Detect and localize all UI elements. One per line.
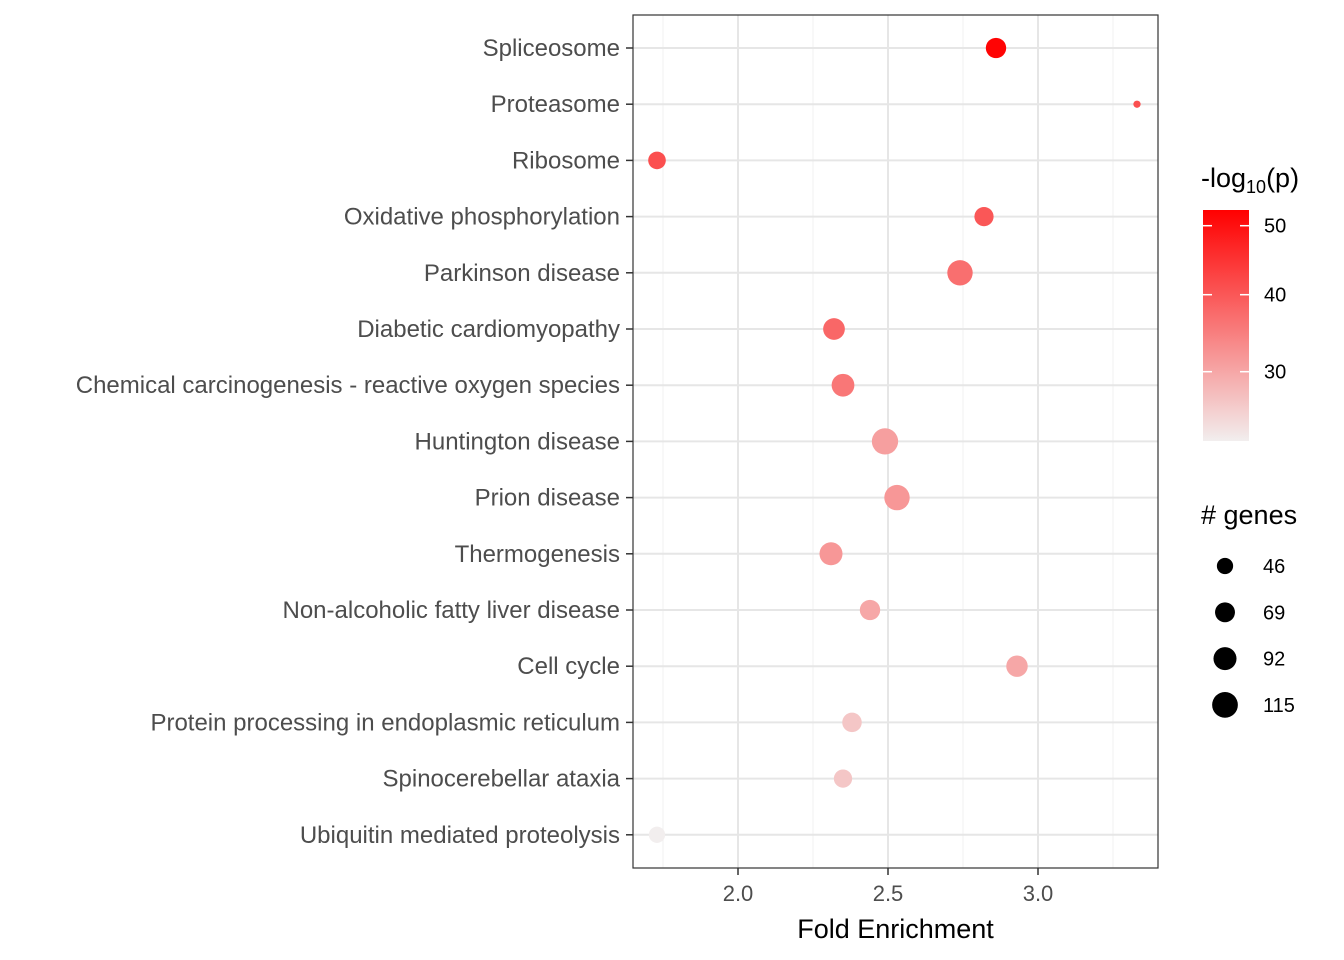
y-tick-label: Protein processing in endoplasmic reticu… bbox=[150, 709, 620, 736]
size-legend-label: 92 bbox=[1263, 649, 1285, 671]
data-point bbox=[974, 207, 994, 227]
data-points bbox=[648, 37, 1141, 843]
y-tick-label: Non-alcoholic fatty liver disease bbox=[283, 597, 621, 624]
size-legend-key bbox=[1212, 692, 1238, 718]
data-point bbox=[884, 484, 910, 511]
x-tick-label: 3.0 bbox=[1023, 881, 1054, 906]
y-tick-label: Ubiquitin mediated proteolysis bbox=[300, 822, 620, 849]
size-legend-key bbox=[1213, 647, 1237, 671]
size-legend-title: # genes bbox=[1201, 500, 1297, 530]
x-axis-title: Fold Enrichment bbox=[797, 914, 994, 944]
y-tick-label: Chemical carcinogenesis - reactive oxyge… bbox=[76, 372, 620, 399]
colorbar-tick-label: 30 bbox=[1264, 362, 1286, 384]
data-point bbox=[947, 260, 973, 286]
data-point bbox=[871, 428, 899, 455]
size-legend-key bbox=[1216, 557, 1234, 575]
data-point bbox=[1006, 655, 1028, 677]
color-legend-title-prefix: -log bbox=[1201, 163, 1246, 193]
colorbar-tick-label: 40 bbox=[1264, 285, 1286, 307]
color-legend-title: -log10(p) bbox=[1201, 163, 1299, 197]
y-tick-label: Proteasome bbox=[491, 91, 620, 118]
color-legend-title-subscript: 10 bbox=[1246, 177, 1266, 197]
y-tick-label: Thermogenesis bbox=[455, 541, 620, 568]
data-point bbox=[823, 318, 845, 340]
data-point bbox=[859, 599, 881, 621]
y-tick-label: Oxidative phosphorylation bbox=[344, 204, 620, 231]
y-tick-label: Huntington disease bbox=[415, 428, 620, 455]
data-point bbox=[1133, 100, 1141, 108]
data-point bbox=[833, 769, 853, 788]
colorbar-tick-label: 50 bbox=[1264, 216, 1286, 238]
color-legend: -log10(p) 30 40 50 bbox=[1201, 163, 1299, 441]
y-tick-label: Diabetic cardiomyopathy bbox=[357, 316, 620, 343]
color-legend-title-suffix: (p) bbox=[1266, 163, 1299, 193]
y-tick-label: Ribosome bbox=[512, 147, 620, 174]
colorbar bbox=[1203, 210, 1249, 441]
y-tick-label: Cell cycle bbox=[517, 653, 620, 680]
size-legend-label: 69 bbox=[1263, 602, 1285, 624]
data-point bbox=[819, 542, 843, 566]
y-tick-label: Prion disease bbox=[475, 485, 620, 512]
y-tick-label: Parkinson disease bbox=[424, 260, 620, 287]
data-point bbox=[842, 712, 862, 733]
x-axis-ticks: 2.0 2.5 3.0 bbox=[723, 868, 1054, 906]
data-point bbox=[648, 826, 666, 843]
data-point bbox=[831, 373, 855, 397]
y-axis-labels: Spliceosome Proteasome Ribosome Oxidative p… bbox=[76, 35, 633, 849]
y-tick-label: Spinocerebellar ataxia bbox=[383, 766, 621, 793]
size-legend-label: 46 bbox=[1263, 556, 1285, 578]
y-tick-label: Spliceosome bbox=[483, 35, 620, 62]
size-legend-label: 115 bbox=[1263, 695, 1295, 717]
size-legend: # genes 46 69 92 115 bbox=[1201, 500, 1297, 718]
x-tick-label: 2.5 bbox=[873, 881, 904, 906]
data-point bbox=[985, 37, 1007, 59]
size-legend-key bbox=[1215, 602, 1235, 623]
x-tick-label: 2.0 bbox=[723, 881, 754, 906]
data-point bbox=[648, 151, 666, 170]
